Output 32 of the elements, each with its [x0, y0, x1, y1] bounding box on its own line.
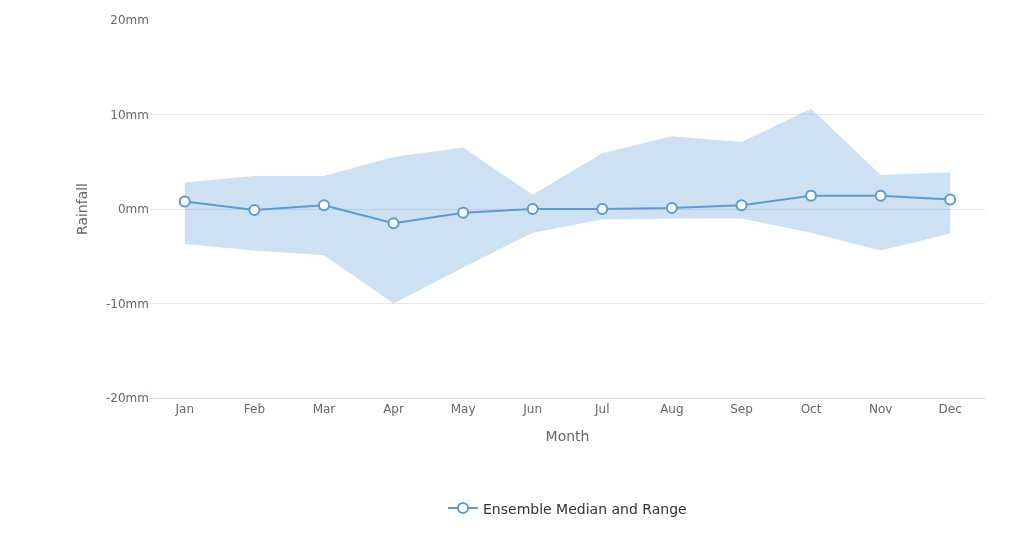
point	[387, 217, 400, 230]
point	[735, 199, 748, 212]
point	[526, 203, 539, 215]
x-axis-title: Month	[545, 427, 590, 444]
y-tick-label: -20mm	[106, 391, 149, 406]
x-tick-label: Mar	[312, 402, 336, 417]
x-tick-label: Jan	[174, 402, 195, 417]
point	[178, 195, 191, 208]
point	[457, 206, 470, 219]
y-tick-label: 10mm	[110, 107, 149, 122]
x-tick-label: Nov	[868, 402, 893, 417]
x-tick-label: Feb	[243, 402, 266, 417]
x-tick-label: May	[450, 402, 476, 417]
x-tick-label: Oct	[800, 402, 822, 417]
x-tick-label: Dec	[938, 402, 962, 417]
y-tick-label: 0mm	[117, 202, 149, 217]
point	[944, 193, 957, 206]
x-tick-label: Aug	[660, 402, 684, 417]
x-tick-label: Jul	[594, 402, 610, 417]
y-tick-label: -10mm	[106, 296, 149, 311]
x-tick-label: Apr	[383, 402, 404, 417]
point	[248, 203, 261, 216]
legend-label: Ensemble Median and Range	[483, 500, 687, 517]
point	[665, 202, 678, 215]
point	[317, 199, 330, 212]
point	[874, 189, 887, 202]
point	[805, 189, 818, 202]
y-axis-title: Rainfall	[73, 182, 90, 236]
point	[596, 203, 609, 215]
y-tick-label: 20mm	[110, 13, 149, 28]
x-tick-label: Sep	[730, 402, 753, 417]
x-tick-label: Jun	[522, 402, 543, 417]
